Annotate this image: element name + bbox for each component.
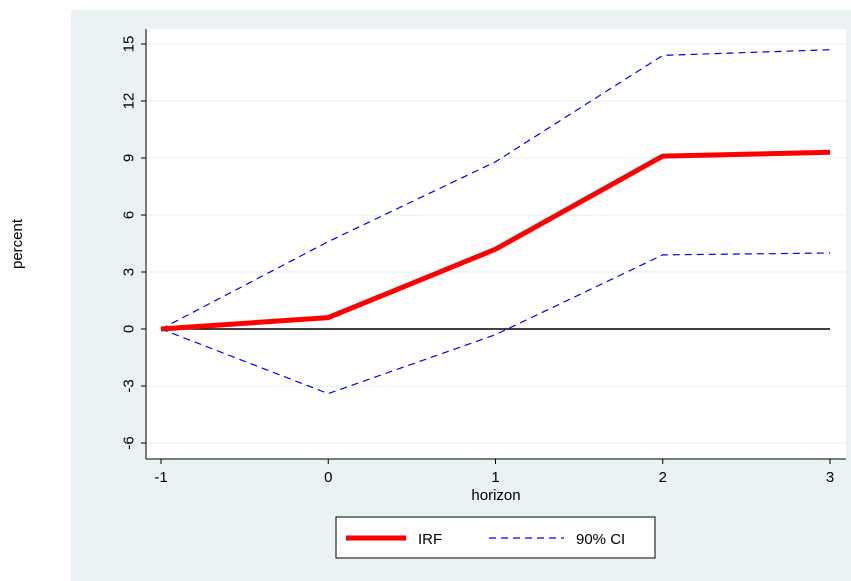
y-tick-label: 15 [120,36,137,53]
series-line-ci-upper [160,49,831,330]
legend: IRF 90% CI [335,516,656,559]
x-tick-label: 3 [826,469,834,486]
legend-label-ci: 90% CI [576,531,625,548]
x-axis-ticks: -1 0 1 2 3 [154,459,834,486]
x-tick-label: -1 [154,469,167,486]
y-tick-label: 3 [120,268,137,276]
y-tick-label: -3 [120,379,137,392]
y-tick-label: 9 [120,154,137,162]
gridlines [146,43,846,444]
x-axis-title: horizon [471,487,520,504]
y-tick-label: 6 [120,211,137,219]
plot-area [146,29,846,459]
y-axis-title: percent [9,218,26,269]
legend-label-irf: IRF [418,531,442,548]
y-tick-label: 0 [120,325,137,333]
x-tick-label: 0 [324,469,332,486]
y-axis-ticks: -6 -3 0 3 6 9 12 15 [120,36,146,450]
x-tick-label: 2 [659,469,667,486]
y-tick-label: 12 [120,93,137,110]
y-tick-label: -6 [120,436,137,449]
series-lines [160,49,831,395]
x-tick-label: 1 [491,469,499,486]
series-line-irf [160,149,831,332]
